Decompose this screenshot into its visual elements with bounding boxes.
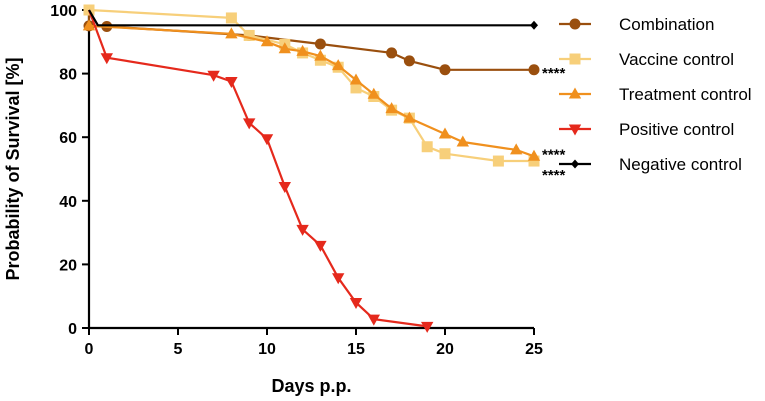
data-point-positive-control xyxy=(260,134,274,146)
x-tick-label: 25 xyxy=(525,341,543,358)
data-point-positive-control xyxy=(296,224,309,236)
y-tick-label: 60 xyxy=(59,130,77,147)
data-point-vaccine-control xyxy=(492,155,504,167)
y-tick-label: 20 xyxy=(59,257,77,274)
data-point-combination xyxy=(528,64,540,76)
data-point-treatment-control xyxy=(314,49,327,61)
y-tick-label: 100 xyxy=(50,3,77,20)
series-line-positive-control xyxy=(87,9,428,328)
legend-swatch-marker xyxy=(568,87,582,99)
significance-label: **** xyxy=(542,167,566,184)
data-point-positive-control xyxy=(421,321,434,333)
series-line-combination xyxy=(87,10,534,71)
data-point-treatment-control xyxy=(260,35,274,47)
legend-swatch-marker xyxy=(571,159,579,169)
series-line-treatment-control xyxy=(88,24,535,158)
legend-swatch-marker xyxy=(569,53,581,65)
data-point-treatment-control xyxy=(438,127,452,139)
legend: Combination Vaccine control Treatment cont… xyxy=(559,15,752,174)
legend-label: Vaccine control xyxy=(619,50,734,69)
y-tick-label: 0 xyxy=(68,321,77,338)
data-point-treatment-control xyxy=(332,59,345,71)
data-point-vaccine-control xyxy=(243,29,255,41)
series-negative-control xyxy=(88,9,538,30)
data-point-positive-control xyxy=(314,240,327,252)
series-layer xyxy=(82,4,541,333)
data-point-treatment-control xyxy=(385,102,398,114)
legend-entry-combination: Combination xyxy=(559,15,714,34)
data-point-combination xyxy=(403,55,415,67)
significance-label: **** xyxy=(542,65,566,82)
data-point-positive-control xyxy=(349,298,363,310)
y-tick-label: 40 xyxy=(59,194,77,211)
y-axis-title: Probability of Survival [%] xyxy=(3,57,23,280)
y-tick-label: 80 xyxy=(59,67,77,84)
x-tick-label: 10 xyxy=(258,341,276,358)
data-point-treatment-control xyxy=(510,143,523,155)
data-point-treatment-control xyxy=(349,73,363,85)
data-point-combination xyxy=(386,47,398,59)
data-point-combination xyxy=(314,38,326,50)
series-line-vaccine-control xyxy=(88,8,534,163)
data-point-positive-control xyxy=(225,77,238,89)
legend-label: Positive control xyxy=(619,120,734,139)
annotations: **** **** **** xyxy=(542,65,566,184)
legend-label: Negative control xyxy=(619,155,742,174)
series-treatment-control xyxy=(82,19,541,161)
data-point-treatment-control xyxy=(456,135,469,147)
data-point-treatment-control xyxy=(296,44,309,56)
data-point-combination xyxy=(439,64,451,76)
data-point-negative-control xyxy=(530,20,538,30)
legend-swatch-marker xyxy=(568,124,582,136)
axes: 0 5 10 15 20 25 0 20 40 60 80 100 Days p.p. Probabili… xyxy=(3,3,543,396)
series-positive-control xyxy=(87,9,434,333)
data-point-treatment-control xyxy=(527,149,541,161)
data-point-positive-control xyxy=(100,53,113,65)
data-point-treatment-control xyxy=(278,42,291,54)
data-point-vaccine-control xyxy=(225,12,237,24)
data-point-positive-control xyxy=(207,70,220,82)
x-tick-label: 5 xyxy=(174,341,183,358)
legend-label: Combination xyxy=(619,15,714,34)
significance-label: **** xyxy=(542,147,566,164)
legend-entry-vaccine-control: Vaccine control xyxy=(559,50,734,69)
data-point-positive-control xyxy=(243,118,256,130)
x-tick-label: 15 xyxy=(347,341,365,358)
data-point-treatment-control xyxy=(367,87,380,99)
data-point-positive-control xyxy=(367,314,380,326)
data-point-vaccine-control xyxy=(421,141,433,153)
x-tick-label: 0 xyxy=(85,341,94,358)
legend-entry-treatment-control: Treatment control xyxy=(559,85,752,104)
data-point-positive-control xyxy=(278,181,291,193)
x-axis-title: Days p.p. xyxy=(271,376,351,396)
data-point-vaccine-control xyxy=(528,155,540,167)
legend-entry-positive-control: Positive control xyxy=(559,120,734,139)
data-point-treatment-control xyxy=(225,27,238,39)
legend-entry-negative-control: Negative control xyxy=(559,155,742,174)
data-point-treatment-control xyxy=(82,19,96,31)
data-point-vaccine-control xyxy=(439,148,451,160)
legend-label: Treatment control xyxy=(619,85,752,104)
x-tick-label: 20 xyxy=(436,341,454,358)
data-point-treatment-control xyxy=(403,111,416,123)
data-point-positive-control xyxy=(332,273,345,285)
data-point-vaccine-control xyxy=(350,82,362,94)
legend-swatch-marker xyxy=(569,18,581,30)
series-line-negative-control xyxy=(88,9,534,27)
